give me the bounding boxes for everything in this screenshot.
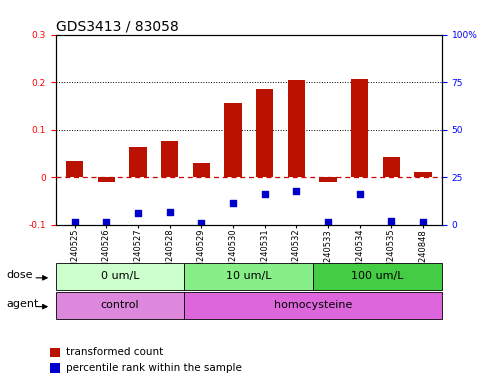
Point <box>102 219 110 225</box>
Bar <box>185 263 313 290</box>
Point <box>71 219 78 225</box>
Point <box>356 191 364 197</box>
Text: transformed count: transformed count <box>66 348 163 358</box>
Bar <box>383 157 400 177</box>
Text: 0 um/L: 0 um/L <box>100 271 139 281</box>
Text: 100 um/L: 100 um/L <box>351 271 404 281</box>
Text: 10 um/L: 10 um/L <box>226 271 271 281</box>
Bar <box>193 163 210 177</box>
Bar <box>66 161 83 177</box>
Text: dose: dose <box>7 270 33 280</box>
Bar <box>56 292 185 319</box>
Point <box>198 220 205 226</box>
Text: agent: agent <box>7 299 39 309</box>
Bar <box>319 177 337 182</box>
Point <box>324 219 332 225</box>
Bar <box>414 172 432 177</box>
Point <box>134 210 142 216</box>
Bar <box>313 263 442 290</box>
Text: homocysteine: homocysteine <box>274 300 352 310</box>
Point <box>229 200 237 206</box>
Point <box>166 209 173 215</box>
Bar <box>129 147 147 177</box>
Bar <box>56 263 185 290</box>
Bar <box>256 89 273 177</box>
Bar <box>185 292 442 319</box>
Bar <box>224 103 242 177</box>
Text: percentile rank within the sample: percentile rank within the sample <box>66 363 242 373</box>
Bar <box>287 80 305 177</box>
Bar <box>98 177 115 182</box>
Bar <box>50 348 60 357</box>
Bar <box>50 363 60 373</box>
Point <box>292 188 300 194</box>
Point <box>387 218 395 224</box>
Bar <box>351 79 369 177</box>
Text: control: control <box>100 300 139 310</box>
Point <box>261 191 269 197</box>
Point <box>419 219 427 225</box>
Text: GDS3413 / 83058: GDS3413 / 83058 <box>56 20 178 33</box>
Bar <box>161 141 178 177</box>
